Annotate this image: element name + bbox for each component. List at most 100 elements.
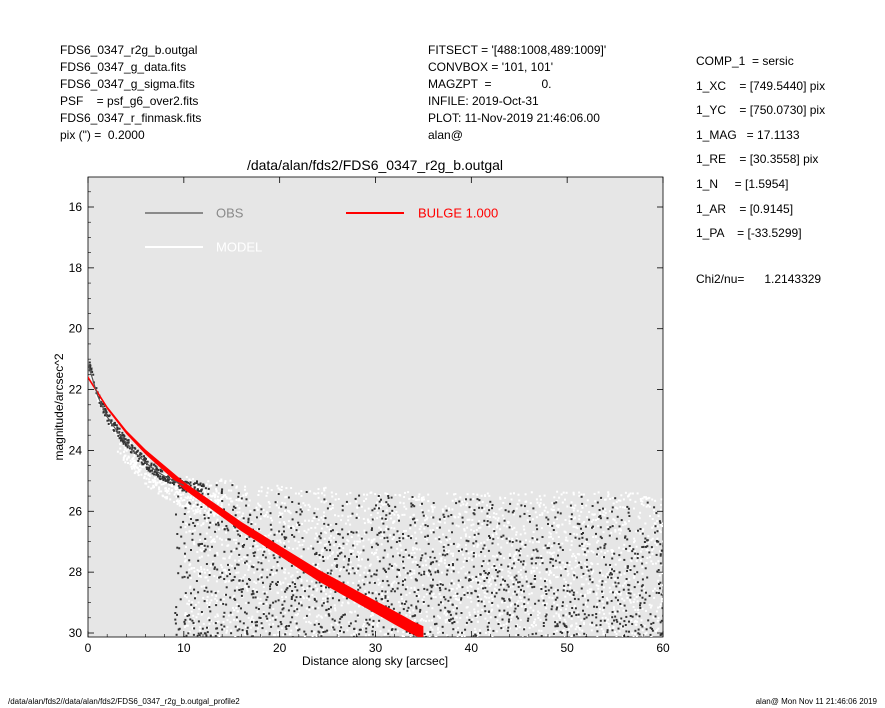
obs-point (497, 623, 500, 625)
obs-point (551, 605, 554, 608)
model-point (227, 544, 230, 547)
model-point (591, 513, 594, 516)
obs-point (183, 620, 186, 623)
model-point (539, 563, 541, 566)
model-point (253, 580, 256, 583)
model-point (365, 625, 368, 628)
model-point (414, 618, 416, 621)
model-point (595, 592, 598, 595)
model-point (592, 569, 594, 572)
model-point (501, 576, 503, 579)
obs-point (401, 583, 404, 586)
model-point (479, 526, 482, 529)
obs-point (494, 639, 496, 641)
model-point (340, 604, 343, 607)
model-point (530, 624, 533, 626)
obs-point (357, 588, 360, 591)
model-point (652, 616, 655, 619)
model-point (236, 619, 238, 622)
obs-point (661, 549, 663, 552)
model-point (613, 519, 616, 522)
obs-point (364, 593, 367, 596)
model-point (499, 554, 502, 557)
obs-point (628, 620, 630, 623)
model-point (129, 462, 132, 465)
obs-point (356, 555, 358, 558)
model-point (642, 528, 645, 531)
model-point (539, 502, 542, 505)
obs-point (297, 637, 299, 639)
model-point (489, 627, 491, 630)
model-point (276, 539, 279, 542)
model-point (319, 541, 322, 544)
model-point (395, 510, 398, 513)
model-point (368, 594, 371, 597)
model-point (334, 609, 337, 612)
obs-point (258, 528, 261, 531)
model-point (364, 509, 366, 512)
obs-point (250, 593, 253, 596)
model-point (471, 575, 474, 578)
model-point (325, 599, 328, 602)
obs-point (368, 569, 371, 572)
obs-point (261, 627, 264, 630)
obs-point (190, 592, 192, 595)
model-point (325, 500, 328, 503)
obs-point (658, 592, 660, 594)
obs-point (271, 581, 274, 583)
model-point (187, 505, 190, 508)
obs-point (556, 625, 559, 628)
model-point (435, 585, 438, 588)
obs-point (496, 558, 499, 561)
obs-point (406, 609, 409, 612)
model-point (425, 564, 428, 567)
obs-point (326, 600, 329, 603)
obs-point (419, 638, 421, 640)
obs-point (559, 630, 562, 633)
model-point (446, 618, 449, 621)
obs-point (105, 411, 108, 414)
obs-point (424, 524, 427, 527)
model-point (189, 479, 192, 482)
obs-point (633, 573, 636, 576)
model-point (459, 504, 462, 507)
model-point (583, 573, 586, 576)
model-point (457, 545, 460, 548)
model-point (516, 560, 519, 562)
model-point (340, 519, 343, 522)
obs-point (141, 463, 144, 466)
obs-point (583, 613, 586, 616)
model-point (391, 567, 394, 570)
model-point (258, 504, 261, 507)
obs-point (263, 550, 266, 553)
obs-point (190, 549, 192, 551)
model-point (652, 590, 655, 592)
obs-point (384, 590, 387, 593)
obs-point (596, 547, 599, 550)
obs-point (498, 551, 501, 554)
model-point (511, 537, 514, 540)
model-point (653, 509, 655, 512)
model-point (301, 523, 303, 525)
model-point (627, 549, 630, 552)
model-point (198, 629, 201, 632)
obs-point (338, 547, 341, 550)
model-point (158, 490, 161, 493)
model-point (179, 503, 182, 506)
model-point (281, 596, 283, 599)
model-point (334, 607, 336, 610)
model-point (192, 504, 195, 507)
model-point (190, 606, 193, 609)
obs-point (421, 554, 424, 557)
obs-point (178, 547, 181, 550)
model-point (464, 499, 466, 502)
model-point (590, 629, 593, 632)
model-point (456, 621, 459, 624)
obs-point (191, 538, 194, 541)
model-point (217, 502, 219, 505)
model-point (192, 618, 195, 621)
obs-point (511, 541, 514, 543)
model-point (548, 573, 550, 576)
obs-point (541, 536, 544, 538)
model-point (317, 496, 320, 499)
